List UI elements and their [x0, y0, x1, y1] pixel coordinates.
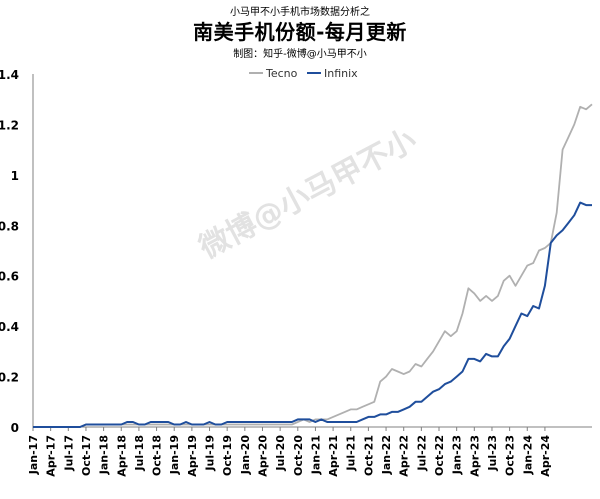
chart-subtitle: 制图：知乎-微博@小马甲不小: [233, 49, 367, 60]
x-tick-label: Jul-20: [274, 435, 287, 472]
legend-label-tecno: Tecno: [265, 67, 298, 80]
x-tick-label: Oct-18: [151, 435, 164, 476]
series-line-tecno: [33, 103, 593, 428]
y-tick-label: 0.8: [0, 219, 19, 233]
x-tick-label: Jul-18: [133, 435, 146, 472]
x-tick-label: Jan-19: [168, 435, 181, 475]
y-tick-label: 0.2: [0, 371, 19, 385]
y-tick-label: 0.4: [0, 320, 19, 334]
x-tick-label: Jul-23: [486, 435, 499, 472]
x-tick-label: Apr-18: [115, 435, 128, 477]
chart-supertitle: 小马甲不小手机市场数据分析之: [230, 7, 370, 18]
x-tick-label: Oct-23: [504, 435, 517, 476]
x-tick-label: Apr-17: [45, 435, 58, 477]
chart-title: 南美手机份额-每月更新: [193, 20, 407, 44]
legend-label-infinix: Infinix: [324, 67, 358, 80]
x-tick-label: Apr-24: [539, 435, 552, 477]
series-line-infinix: [33, 201, 592, 428]
x-tick-label: Jan-18: [98, 435, 111, 475]
y-tick-label: 0: [11, 421, 19, 435]
x-tick-label: Apr-23: [468, 435, 481, 477]
x-tick-label: Oct-22: [433, 435, 446, 476]
x-tick-label: Apr-21: [327, 435, 340, 477]
y-tick-label: 1.2: [0, 118, 19, 132]
x-tick-label: Jan-23: [451, 435, 464, 475]
y-tick-label: 1.4: [0, 68, 19, 82]
x-tick-label: Jul-22: [415, 435, 428, 472]
x-tick-label: Apr-22: [398, 435, 411, 477]
x-tick-label: Jan-24: [521, 435, 534, 476]
x-tick-label: Jul-19: [204, 435, 217, 472]
x-tick-label: Oct-21: [362, 435, 375, 476]
x-tick-label: Jan-22: [380, 435, 393, 475]
y-tick-label: 1: [11, 169, 19, 183]
x-tick-label: Jan-21: [309, 435, 322, 475]
y-tick-label: 0.6: [0, 270, 19, 284]
x-tick-label: Jan-17: [27, 435, 40, 475]
x-tick-label: Jul-21: [345, 435, 358, 472]
x-tick-label: Oct-19: [221, 435, 234, 476]
x-tick-label: Jan-20: [239, 435, 252, 476]
x-tick-label: Jul-17: [62, 435, 75, 472]
x-tick-label: Oct-17: [80, 435, 93, 476]
x-tick-label: Apr-20: [256, 435, 269, 477]
x-tick-label: Apr-19: [186, 435, 199, 477]
x-tick-label: Oct-20: [292, 435, 305, 476]
